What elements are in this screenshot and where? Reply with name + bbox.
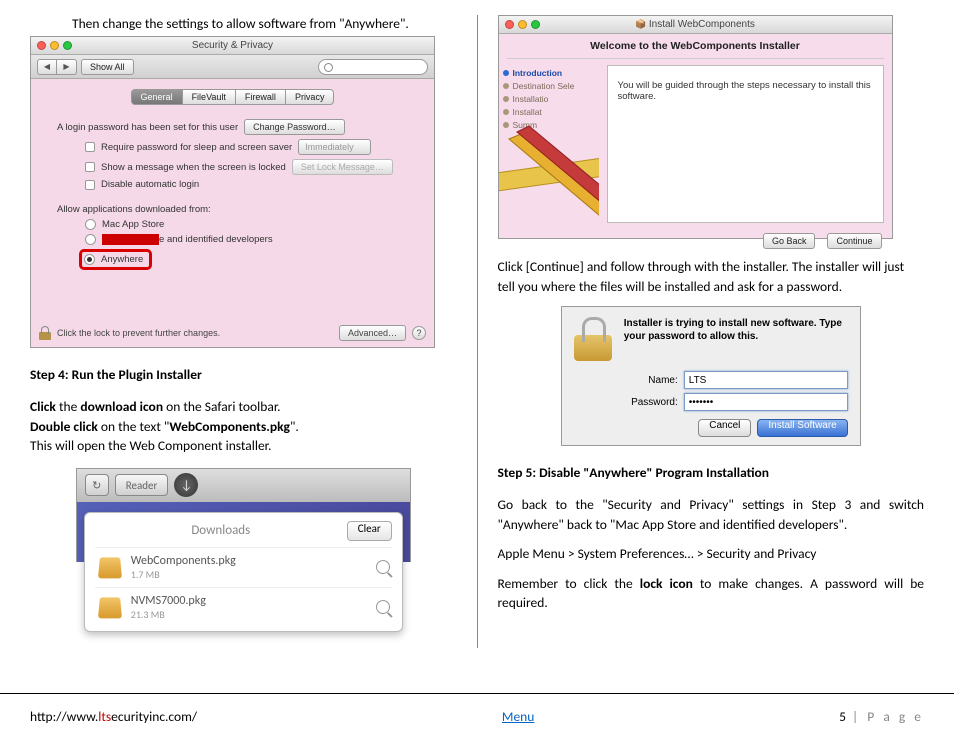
step4-p1: Click the download icon on the Safari to… (30, 397, 457, 456)
step5-heading: Step 5: Disable "Anywhere" Program Insta… (498, 464, 925, 481)
login-password-label: A login password has been set for this u… (57, 122, 238, 133)
titlebar: 📦 Install WebComponents (499, 16, 892, 34)
footer: http://www.ltsecurityinc.com/ Menu 5 | P… (0, 693, 954, 738)
tab-general[interactable]: General (131, 89, 183, 105)
step5-path: Apple Menu > System Preferences… > Secur… (498, 544, 925, 564)
safari-toolbar: ↻ Reader ↓ (76, 468, 411, 502)
auth-message: Installer is trying to install new softw… (624, 317, 848, 361)
password-label: Password: (622, 397, 678, 408)
tab-firewall[interactable]: Firewall (236, 89, 286, 105)
back-button[interactable]: ◀ (37, 59, 57, 75)
page-number: 5 | P a g e (839, 708, 924, 738)
lock-message: Click the lock to prevent further change… (57, 328, 220, 338)
reveal-icon[interactable] (376, 560, 390, 574)
step5-p3: Remember to click the lock icon to make … (498, 574, 925, 613)
anywhere-highlight: Anywhere (79, 249, 152, 270)
step-install-type: Installatio (513, 94, 549, 104)
window-title: 📦 Install WebComponents (499, 19, 892, 30)
step-introduction: Introduction (513, 68, 563, 78)
show-message-checkbox[interactable] (85, 162, 95, 172)
step4-heading: Step 4: Run the Plugin Installer (30, 366, 457, 383)
tab-filevault[interactable]: FileVault (183, 89, 236, 105)
installer-instruction: Click [Continue] and follow through with… (498, 257, 925, 296)
intro-text: Then change the settings to allow softwa… (30, 15, 457, 32)
installer-art (499, 104, 599, 229)
install-software-button[interactable]: Install Software (757, 419, 847, 437)
continue-button[interactable]: Continue (827, 233, 881, 249)
column-divider (477, 15, 478, 648)
allow-from-label: Allow applications downloaded from: (57, 204, 408, 215)
clear-button[interactable]: Clear (347, 521, 392, 541)
radio-anywhere-label: Anywhere (101, 254, 143, 265)
download-item[interactable]: WebComponents.pkg1.7 MB (95, 547, 392, 587)
lock-icon (574, 317, 614, 361)
tabs: General FileVault Firewall Privacy (31, 89, 434, 105)
step5-p1: Go back to the "Security and Privacy" se… (498, 495, 925, 534)
reader-button[interactable]: Reader (115, 474, 169, 496)
show-all-button[interactable]: Show All (81, 59, 134, 75)
toolbar: ◀ ▶ Show All (31, 55, 434, 79)
security-privacy-window: Security & Privacy ◀ ▶ Show All General … (30, 36, 435, 348)
forward-button[interactable]: ▶ (57, 59, 77, 75)
show-message-label: Show a message when the screen is locked (101, 162, 286, 173)
search-input[interactable] (318, 59, 428, 75)
package-icon (97, 554, 123, 580)
radio-identified-label: Mac App Store and identified developers (102, 234, 273, 245)
require-password-checkbox[interactable] (85, 142, 95, 152)
installer-body: You will be guided through the steps nec… (607, 65, 884, 223)
download-name: NVMS7000.pkg (131, 594, 206, 608)
set-lock-message-button[interactable]: Set Lock Message… (292, 159, 393, 175)
step-destination: Destination Sele (513, 81, 575, 91)
menu-link[interactable]: Menu (502, 708, 534, 738)
downloads-popover: Downloads Clear WebComponents.pkg1.7 MB … (84, 512, 403, 632)
name-label: Name: (622, 375, 678, 386)
advanced-button[interactable]: Advanced… (339, 325, 406, 341)
radio-app-store[interactable] (85, 219, 96, 230)
installer-window: 📦 Install WebComponents Welcome to the W… (498, 15, 893, 239)
download-name: WebComponents.pkg (131, 554, 236, 568)
require-password-label: Require password for sleep and screen sa… (101, 142, 292, 153)
download-size: 21.3 MB (131, 608, 206, 621)
name-field[interactable] (684, 371, 848, 389)
titlebar: Security & Privacy (31, 37, 434, 55)
installer-heading: Welcome to the WebComponents Installer (507, 34, 884, 59)
lock-icon[interactable] (39, 326, 51, 340)
cancel-button[interactable]: Cancel (698, 419, 751, 437)
downloads-title: Downloads (95, 523, 347, 538)
reload-icon[interactable]: ↻ (85, 474, 109, 496)
download-icon[interactable]: ↓ (174, 473, 198, 497)
download-item[interactable]: NVMS7000.pkg21.3 MB (95, 587, 392, 627)
download-size: 1.7 MB (131, 568, 236, 581)
footer-url: http://www.ltsecurityinc.com/ (30, 708, 197, 738)
package-icon (97, 594, 123, 620)
downloads-screenshot: ↻ Reader ↓ Downloads Clear WebComponents… (76, 468, 411, 632)
password-field[interactable] (684, 393, 848, 411)
tab-privacy[interactable]: Privacy (286, 89, 335, 105)
go-back-button[interactable]: Go Back (763, 233, 816, 249)
radio-anywhere[interactable] (84, 254, 95, 265)
window-title: Security & Privacy (31, 40, 434, 51)
installer-sidebar: Introduction Destination Sele Installati… (499, 59, 599, 229)
help-icon[interactable]: ? (412, 326, 426, 340)
login-password-row: A login password has been set for this u… (57, 119, 408, 135)
change-password-button[interactable]: Change Password… (244, 119, 345, 135)
disable-auto-login-label: Disable automatic login (101, 179, 199, 190)
reveal-icon[interactable] (376, 600, 390, 614)
delay-select[interactable]: Immediately (298, 139, 371, 155)
radio-identified[interactable] (85, 234, 96, 245)
radio-app-store-label: Mac App Store (102, 219, 164, 230)
disable-auto-login-checkbox[interactable] (85, 180, 95, 190)
auth-dialog: Installer is trying to install new softw… (561, 306, 861, 446)
